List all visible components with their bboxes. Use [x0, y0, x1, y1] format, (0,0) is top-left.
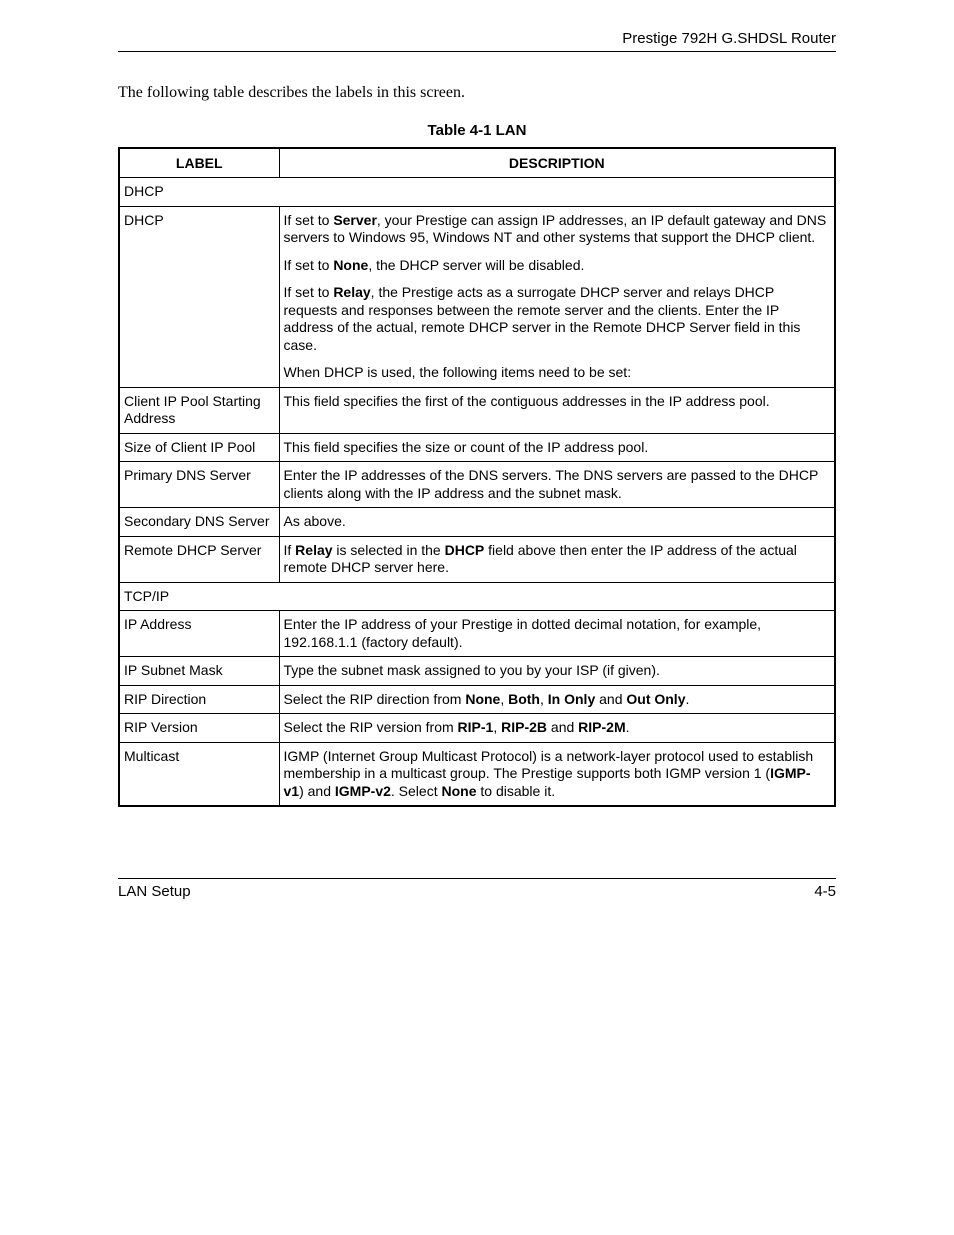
description-cell: As above. [279, 508, 835, 537]
table-header-row: LABEL DESCRIPTION [119, 148, 835, 178]
table-row: RIP Direction Select the RIP direction fr… [119, 685, 835, 714]
label-cell: DHCP [119, 206, 279, 387]
table-row: DHCPIf set to Server, your Prestige can … [119, 206, 835, 387]
table-row: Primary DNS ServerEnter the IP addresses… [119, 462, 835, 508]
description-paragraph: This field specifies the first of the co… [284, 393, 831, 411]
table-row: TCP/IP [119, 582, 835, 611]
label-cell: IP Subnet Mask [119, 657, 279, 686]
table-row: Client IP Pool Starting Address This fiel… [119, 387, 835, 433]
table-header-description: DESCRIPTION [279, 148, 835, 178]
table-row: RIP Version Select the RIP version from R… [119, 714, 835, 743]
table-row: DHCP [119, 178, 835, 207]
description-paragraph: Type the subnet mask assigned to you by … [284, 662, 831, 680]
lan-table: LABEL DESCRIPTION DHCPDHCPIf set to Serv… [118, 147, 836, 807]
bold-text: None [333, 257, 368, 273]
label-cell: Size of Client IP Pool [119, 433, 279, 462]
description-cell: This field specifies the first of the co… [279, 387, 835, 433]
table-row: Size of Client IP Pool This field specifi… [119, 433, 835, 462]
label-cell: RIP Version [119, 714, 279, 743]
description-cell: Select the RIP version from RIP-1, RIP-2… [279, 714, 835, 743]
label-cell: Secondary DNS Server [119, 508, 279, 537]
description-paragraph: Enter the IP addresses of the DNS server… [284, 467, 831, 502]
description-cell: If Relay is selected in the DHCP field a… [279, 536, 835, 582]
footer-right: 4-5 [814, 883, 836, 900]
description-cell: Type the subnet mask assigned to you by … [279, 657, 835, 686]
table-row: MulticastIGMP (Internet Group Multicast … [119, 742, 835, 806]
table-header-label: LABEL [119, 148, 279, 178]
description-paragraph: This field specifies the size or count o… [284, 439, 831, 457]
description-paragraph: IGMP (Internet Group Multicast Protocol)… [284, 748, 831, 801]
bold-text: Out Only [626, 691, 685, 707]
bold-text: RIP-2B [501, 719, 547, 735]
description-paragraph: Select the RIP version from RIP-1, RIP-2… [284, 719, 831, 737]
description-cell: IGMP (Internet Group Multicast Protocol)… [279, 742, 835, 806]
description-paragraph: Enter the IP address of your Prestige in… [284, 616, 831, 651]
section-cell: DHCP [119, 178, 835, 207]
table-row: IP Subnet Mask Type the subnet mask assig… [119, 657, 835, 686]
description-cell: If set to Server, your Prestige can assi… [279, 206, 835, 387]
table-row: Remote DHCP ServerIf Relay is selected i… [119, 536, 835, 582]
description-paragraph: If set to Server, your Prestige can assi… [284, 212, 831, 247]
label-cell: IP Address [119, 611, 279, 657]
label-cell: Client IP Pool Starting Address [119, 387, 279, 433]
label-cell: Remote DHCP Server [119, 536, 279, 582]
description-cell: Enter the IP addresses of the DNS server… [279, 462, 835, 508]
bold-text: RIP-2M [578, 719, 625, 735]
description-paragraph: If Relay is selected in the DHCP field a… [284, 542, 831, 577]
description-paragraph: If set to None, the DHCP server will be … [284, 257, 831, 275]
description-paragraph: Select the RIP direction from None, Both… [284, 691, 831, 709]
page-header-title: Prestige 792H G.SHDSL Router [118, 30, 836, 47]
description-cell: Select the RIP direction from None, Both… [279, 685, 835, 714]
table-row: Secondary DNS Server As above. [119, 508, 835, 537]
footer-left: LAN Setup [118, 883, 191, 900]
bold-text: IGMP-v2 [335, 783, 391, 799]
bold-text: DHCP [445, 542, 485, 558]
bold-text: RIP-1 [458, 719, 494, 735]
bold-text: Relay [333, 284, 370, 300]
page-footer: LAN Setup 4-5 [118, 878, 836, 900]
bold-text: Relay [295, 542, 332, 558]
label-cell: Primary DNS Server [119, 462, 279, 508]
description-cell: This field specifies the size or count o… [279, 433, 835, 462]
bold-text: Both [508, 691, 540, 707]
bold-text: Server [333, 212, 377, 228]
intro-text: The following table describes the labels… [118, 84, 836, 102]
description-cell: Enter the IP address of your Prestige in… [279, 611, 835, 657]
table-caption: Table 4-1 LAN [118, 122, 836, 139]
page-header: Prestige 792H G.SHDSL Router [118, 30, 836, 52]
bold-text: In Only [548, 691, 595, 707]
description-paragraph: If set to Relay, the Prestige acts as a … [284, 284, 831, 354]
table-row: IP AddressEnter the IP address of your P… [119, 611, 835, 657]
label-cell: Multicast [119, 742, 279, 806]
bold-text: None [465, 691, 500, 707]
description-paragraph: As above. [284, 513, 831, 531]
bold-text: None [442, 783, 477, 799]
description-paragraph: When DHCP is used, the following items n… [284, 364, 831, 382]
label-cell: RIP Direction [119, 685, 279, 714]
section-cell: TCP/IP [119, 582, 835, 611]
